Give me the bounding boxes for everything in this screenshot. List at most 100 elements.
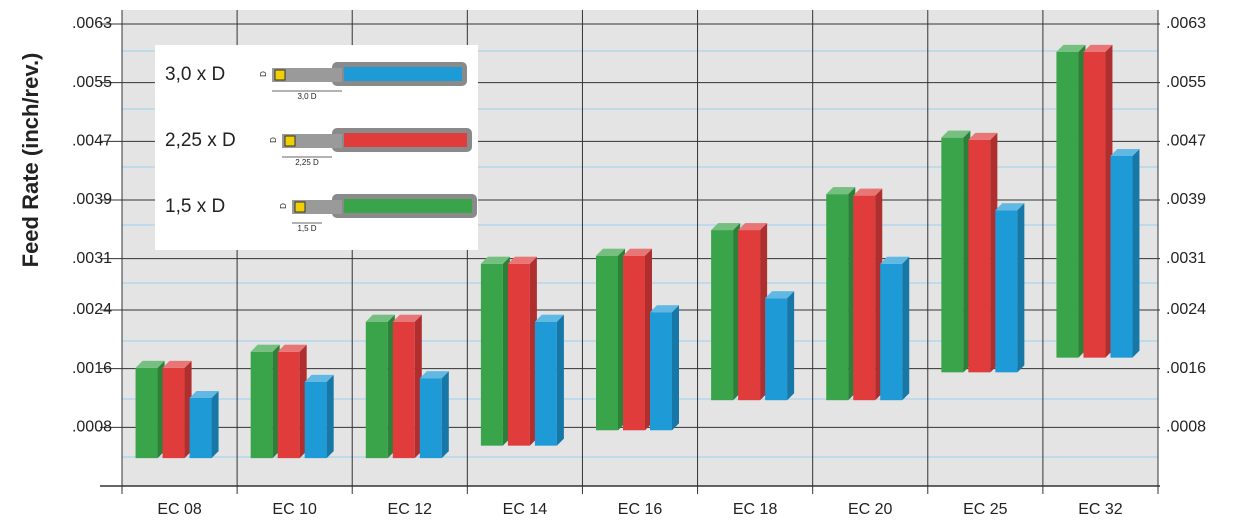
bar — [711, 223, 741, 401]
y-tick-label-right: .0024 — [1166, 301, 1206, 318]
bar-side-shade — [1132, 149, 1140, 358]
bar-side — [1017, 203, 1025, 373]
bar-top-shine — [941, 130, 971, 138]
bar — [1110, 149, 1140, 358]
bar-top — [738, 223, 768, 231]
bar-top — [1056, 44, 1086, 52]
bar — [365, 314, 395, 459]
tool-body — [272, 68, 342, 82]
bar-side-shade — [211, 391, 219, 459]
x-tick-label: EC 16 — [618, 501, 663, 518]
bar-front — [711, 230, 734, 401]
bar-side-shade — [441, 371, 449, 459]
bar-top-shine — [826, 187, 856, 195]
bar-side — [211, 391, 219, 459]
bar-top — [189, 391, 219, 398]
y-axis-title: Feed Rate (inch/rev.) — [18, 53, 43, 268]
y-tick-label-right: .0008 — [1166, 419, 1206, 436]
bar-top-shine — [711, 223, 741, 231]
bar-top — [941, 130, 971, 138]
bar-side — [556, 314, 564, 446]
bar-top — [250, 344, 280, 352]
bar-top-shine — [507, 256, 537, 264]
bar-top-shine — [968, 132, 998, 140]
legend-label: 3,0 x D — [165, 64, 225, 85]
bar-top — [623, 248, 652, 256]
bar-side-shade — [556, 314, 564, 446]
bar — [507, 256, 537, 446]
legend-label: 1,5 x D — [165, 196, 225, 217]
bar-top — [365, 314, 395, 322]
bar-front — [880, 263, 903, 401]
bar-top-shine — [738, 223, 768, 231]
x-tick-label: EC 08 — [157, 501, 202, 518]
y-tick-label: .0008 — [72, 419, 112, 436]
bar-front — [365, 321, 388, 459]
bar-side — [672, 305, 679, 431]
tool-shank-color — [344, 199, 472, 213]
bar-top — [1083, 44, 1113, 52]
bar — [623, 248, 652, 431]
x-tick-label: EC 32 — [1078, 501, 1123, 518]
bar-top-shine — [995, 203, 1025, 211]
bar-front — [304, 381, 327, 459]
legend-label: 2,25 x D — [165, 130, 236, 151]
y-tick-label: .0063 — [72, 15, 112, 32]
bar-front — [623, 255, 645, 431]
bar-top — [711, 223, 741, 231]
bar-top — [507, 256, 537, 264]
x-tick-label: EC 25 — [963, 501, 1008, 518]
bar-top — [480, 256, 510, 264]
bar-front — [968, 139, 991, 373]
bar — [480, 256, 510, 446]
x-tick-label: EC 18 — [733, 501, 778, 518]
bar — [880, 256, 910, 401]
bar-top-shine — [162, 360, 192, 368]
legend: 3,0 x D D 3,0 D 2,25 x D D 2,25 D 1,5 x D D 1,5 … — [155, 45, 478, 250]
bar-front — [250, 351, 273, 459]
dimension-label: 2,25 D — [295, 158, 319, 167]
bar-front — [650, 312, 672, 431]
bar — [1056, 44, 1086, 358]
bar-top-shine — [365, 314, 395, 322]
bar — [534, 314, 564, 446]
bar-top — [1110, 149, 1140, 156]
bar-top — [277, 344, 307, 352]
y-tick-label: .0039 — [72, 191, 112, 208]
bar — [596, 248, 625, 431]
bar-top-shine — [765, 291, 795, 299]
bar — [250, 344, 280, 459]
y-tick-label: .0016 — [72, 360, 112, 377]
bar-top — [880, 256, 910, 264]
bar-top — [765, 291, 795, 299]
bar-side — [787, 291, 795, 401]
insert — [274, 69, 286, 81]
tool-body — [282, 134, 342, 148]
bar-front — [738, 230, 761, 401]
y-tick-label-right: .0047 — [1166, 133, 1206, 150]
bar-top-shine — [392, 314, 422, 322]
bar-front — [392, 321, 415, 459]
bar — [304, 374, 334, 459]
bar-top — [304, 374, 334, 382]
bar-front — [995, 210, 1018, 373]
bar-front — [1056, 51, 1079, 358]
y-tick-label: .0031 — [72, 250, 112, 267]
x-tick-label: EC 10 — [272, 501, 317, 518]
bar-side-shade — [672, 305, 679, 431]
bar-front — [1110, 156, 1133, 358]
bar-top — [826, 187, 856, 195]
insert — [284, 135, 296, 147]
bar-front — [941, 137, 964, 373]
bar-front — [826, 194, 849, 401]
bar-top — [162, 360, 192, 368]
bar-top-shine — [250, 344, 280, 352]
bar-top-shine — [1083, 44, 1113, 52]
bar-side-shade — [787, 291, 795, 401]
bar — [995, 203, 1025, 373]
bar-top-shine — [135, 360, 165, 368]
bar — [135, 360, 165, 459]
tool-shank-color — [344, 133, 467, 147]
bar-top-shine — [1056, 44, 1086, 52]
